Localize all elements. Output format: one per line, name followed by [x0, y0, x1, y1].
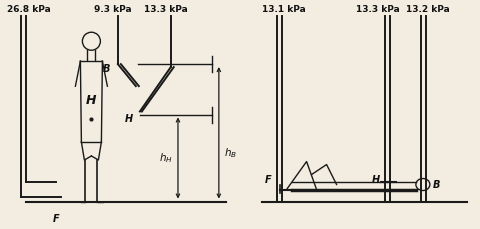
- Text: 26.8 kPa: 26.8 kPa: [7, 5, 51, 14]
- Text: F: F: [264, 174, 271, 185]
- Text: 13.2 kPa: 13.2 kPa: [406, 5, 449, 14]
- Text: H: H: [371, 174, 379, 185]
- Text: B: B: [432, 180, 439, 190]
- Text: H: H: [124, 114, 132, 125]
- Text: $h_H$: $h_H$: [159, 151, 173, 165]
- Text: 13.3 kPa: 13.3 kPa: [144, 5, 188, 14]
- Text: 13.3 kPa: 13.3 kPa: [355, 5, 399, 14]
- Text: $h_B$: $h_B$: [223, 146, 237, 160]
- Text: H: H: [86, 94, 96, 107]
- Text: 13.1 kPa: 13.1 kPa: [262, 5, 305, 14]
- Text: F: F: [53, 213, 60, 224]
- Text: B: B: [102, 64, 109, 74]
- Text: 9.3 kPa: 9.3 kPa: [94, 5, 131, 14]
